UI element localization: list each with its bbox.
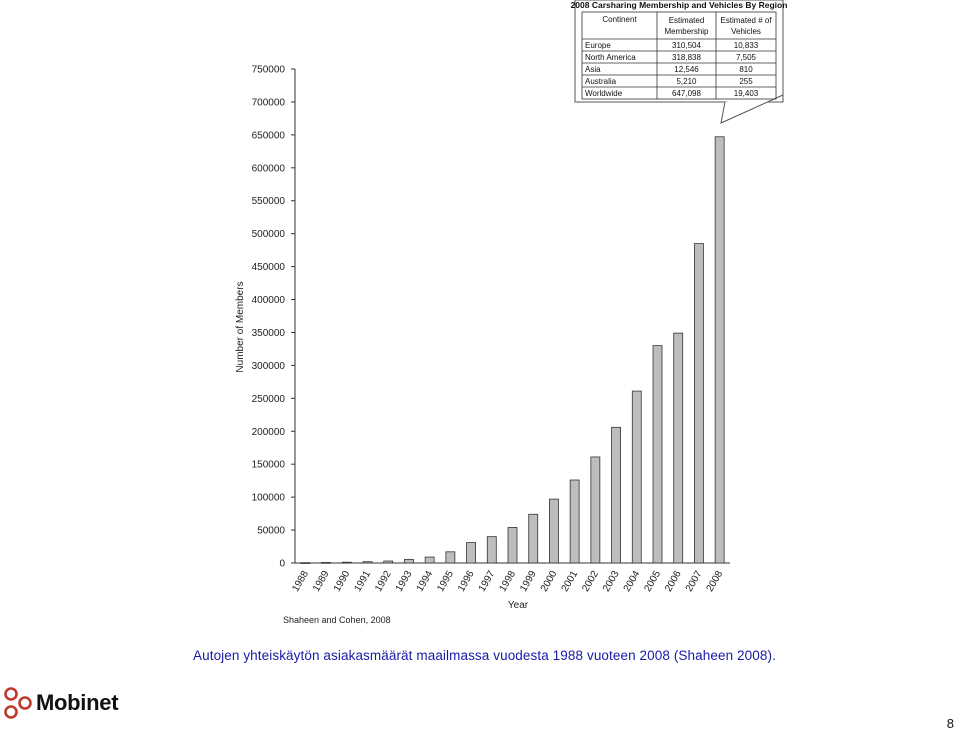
bar-2008 (714, 136, 725, 564)
y-axis-title: Number of Members (235, 281, 246, 372)
x-tick-label: 1992 (373, 569, 394, 594)
x-tick-label: 2004 (622, 569, 643, 594)
inset-cell: 318,838 (672, 53, 701, 62)
inset-table: 2008 Carsharing Membership and Vehicles … (571, 0, 788, 124)
logo-text: Mobinet (36, 690, 119, 715)
y-tick-label: 600000 (252, 163, 286, 174)
x-axis: 1988 1989 1990 1991 1992 1993 1994 1995 1996 1997… (290, 562, 730, 594)
source-note: Shaheen and Cohen, 2008 (283, 615, 391, 625)
y-axis: 0 50000 100000 150000 200000 250000 300000 3500… (252, 65, 296, 570)
y-tick-label: 450000 (252, 262, 286, 273)
x-tick-label: 1988 (290, 569, 311, 594)
mobinet-logo-icon (4, 687, 32, 719)
bar-1998 (507, 527, 518, 564)
bar-2006 (673, 332, 684, 564)
inset-table-grid (581, 11, 777, 100)
bar-2000 (549, 498, 559, 564)
bar-2002 (590, 456, 601, 564)
x-tick-label: 2001 (560, 569, 581, 594)
inset-cell: 12,546 (674, 65, 699, 74)
y-tick-label: 750000 (252, 65, 286, 76)
x-tick-label: 1993 (394, 569, 415, 594)
bar-2005 (652, 345, 663, 564)
inset-table-border (581, 11, 777, 100)
y-tick-label: 150000 (252, 460, 286, 471)
inset-cell: 310,504 (672, 41, 701, 50)
y-tick-label: 300000 (252, 361, 286, 372)
x-tick-label: 2008 (705, 569, 726, 594)
bar-1989 (321, 562, 331, 564)
y-tick-label: 500000 (252, 229, 286, 240)
bar-1996 (466, 542, 476, 564)
bar-1994 (424, 556, 435, 564)
y-tick-label: 0 (279, 559, 285, 570)
bar-1992 (383, 560, 394, 564)
inset-cell: 10,833 (734, 41, 759, 50)
x-tick-label: 1996 (456, 569, 477, 594)
bar-1997 (486, 536, 497, 564)
inset-cell: 810 (739, 65, 753, 74)
bar-2007 (694, 243, 704, 564)
x-tick-label: 1995 (435, 569, 456, 594)
inset-callout-pointer (720, 94, 784, 124)
bar-1999 (528, 513, 539, 564)
x-tick-label: 1991 (352, 569, 373, 594)
y-tick-label: 200000 (252, 427, 286, 438)
x-tick-label: 1998 (497, 569, 518, 594)
x-tick-label: 2000 (539, 569, 560, 594)
inset-cell: 19,403 (734, 89, 759, 98)
inset-cell: Asia (585, 65, 601, 74)
x-tick-label: 1990 (332, 569, 353, 594)
bar-2001 (569, 479, 580, 564)
x-tick-label: 2006 (663, 569, 684, 594)
figure-caption: Autojen yhteiskäytön asiakasmäärät maail… (193, 648, 776, 663)
mobinet-logo: Mobinet (2, 686, 119, 720)
inset-table-title: 2008 Carsharing Membership and Vehicles … (571, 0, 788, 10)
inset-cell: Australia (585, 77, 617, 86)
bar-1990 (341, 561, 352, 564)
inset-cell: 7,505 (736, 53, 757, 62)
x-tick-label: 1997 (477, 569, 498, 594)
x-tick-label: 1989 (311, 569, 332, 594)
bar-1995 (445, 551, 456, 564)
y-tick-label: 250000 (252, 394, 286, 405)
inset-header-1: Estimated Membership (664, 16, 709, 36)
x-tick-label: 2003 (601, 569, 622, 594)
inset-cell: 255 (739, 77, 753, 86)
bar-1991 (362, 561, 373, 564)
x-tick-label: 2005 (642, 569, 663, 594)
chart: 0 50000 100000 150000 200000 250000 300000 3500… (235, 0, 788, 625)
x-tick-label: 2002 (580, 569, 601, 594)
x-tick-label: 1994 (415, 569, 436, 594)
y-tick-label: 350000 (252, 328, 286, 339)
y-tick-label: 700000 (252, 97, 286, 108)
bar-1988 (300, 562, 311, 564)
y-tick-label: 550000 (252, 196, 286, 207)
y-tick-label: 650000 (252, 130, 286, 141)
bar-2003 (611, 426, 621, 564)
y-tick-label: 400000 (252, 295, 286, 306)
inset-cell: 5,210 (676, 77, 697, 86)
inset-cell: North America (585, 53, 636, 62)
x-tick-label: 1999 (518, 569, 539, 594)
inset-cell: Worldwide (585, 89, 623, 98)
inset-table-cells: Continent Estimated Membership Estimated # … (585, 15, 772, 98)
y-tick-label: 100000 (252, 493, 286, 504)
x-tick-label: 2007 (684, 569, 705, 594)
inset-cell: Europe (585, 41, 611, 50)
bars (300, 136, 725, 564)
y-tick-label: 50000 (257, 526, 285, 537)
page-number: 8 (946, 716, 954, 731)
inset-header-0: Continent (602, 15, 637, 24)
inset-cell: 647,098 (672, 89, 701, 98)
inset-header-2: Estimated # of Vehicles (720, 16, 772, 36)
bar-1993 (404, 558, 414, 564)
bar-2004 (631, 390, 642, 564)
x-axis-title: Year (508, 600, 529, 611)
